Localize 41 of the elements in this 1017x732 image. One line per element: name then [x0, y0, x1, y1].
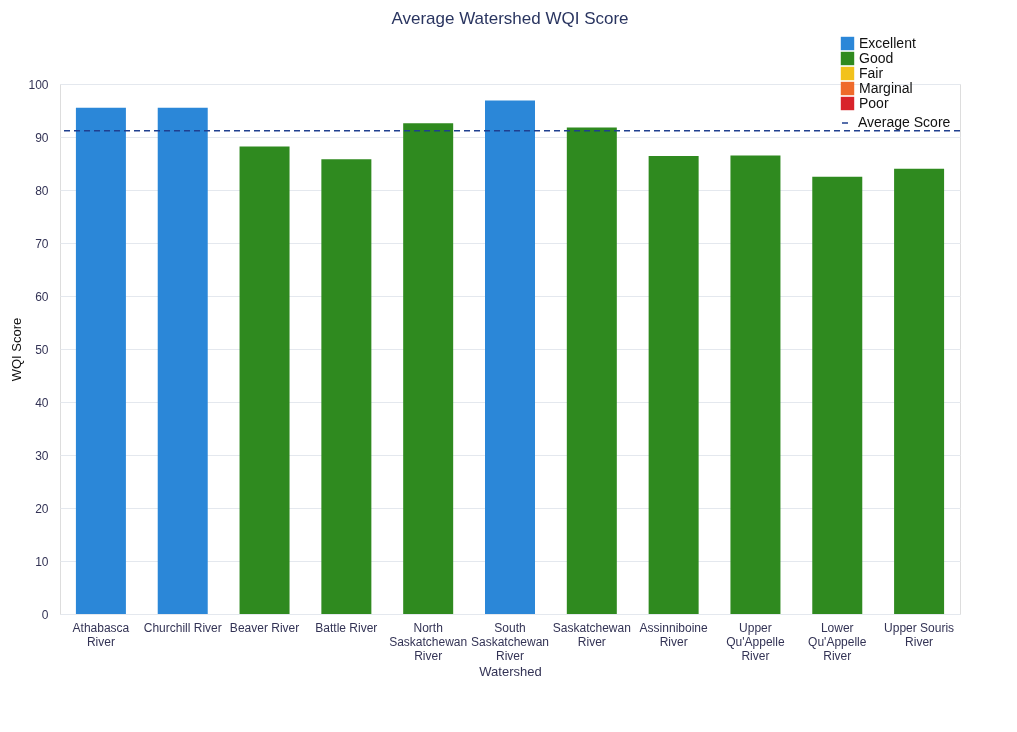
- bar: [894, 168, 945, 614]
- bar: [321, 159, 372, 614]
- legend-label: Excellent: [859, 34, 916, 51]
- bar: [648, 156, 699, 614]
- bar: [157, 107, 208, 614]
- bar: [403, 123, 454, 614]
- bar: [485, 100, 535, 614]
- legend-label: Marginal: [859, 79, 913, 96]
- bar: [239, 146, 290, 614]
- y-tick-label: 40: [35, 395, 49, 410]
- y-tick-label: 30: [35, 448, 49, 463]
- bar: [812, 176, 863, 614]
- x-tick-label: Upper Qu'Appelle River: [726, 620, 785, 663]
- x-tick-label: South Saskatchewan River: [470, 620, 550, 663]
- x-tick-label: Saskatchewan River: [552, 620, 631, 649]
- y-tick-label: 20: [35, 501, 49, 516]
- bar: [75, 107, 126, 614]
- x-tick-label: Battle River: [315, 620, 378, 635]
- y-axis-title: WQI Score: [9, 317, 25, 382]
- legend-label: Fair: [859, 64, 884, 81]
- x-tick-label: North Saskatchewan River: [389, 620, 468, 663]
- chart-title: Average Watershed WQI Score: [391, 9, 629, 28]
- y-tick-label: 70: [35, 236, 49, 251]
- y-tick-label: 50: [35, 342, 49, 357]
- ref-line-label: Average Score: [858, 114, 951, 130]
- bar: [730, 155, 781, 614]
- y-tick-label: 0: [41, 607, 49, 622]
- x-tick-label: Upper Souris River: [884, 620, 955, 649]
- x-tick-label: Churchill River: [143, 620, 222, 635]
- x-tick-label: Lower Qu'Appelle River: [808, 620, 867, 663]
- y-tick-label: 10: [35, 554, 49, 569]
- x-axis-title: Watershed: [479, 663, 542, 679]
- y-tick-label: 100: [28, 77, 49, 92]
- y-tick-label: 60: [35, 289, 49, 304]
- bar: [566, 127, 617, 614]
- y-tick-label: 80: [35, 183, 49, 198]
- legend-label: Good: [859, 49, 894, 66]
- x-tick-label: Athabasca River: [72, 620, 130, 649]
- x-tick-label: Assinniboine River: [639, 620, 708, 649]
- y-tick-label: 90: [35, 130, 49, 145]
- x-tick-label: Beaver River: [229, 620, 300, 635]
